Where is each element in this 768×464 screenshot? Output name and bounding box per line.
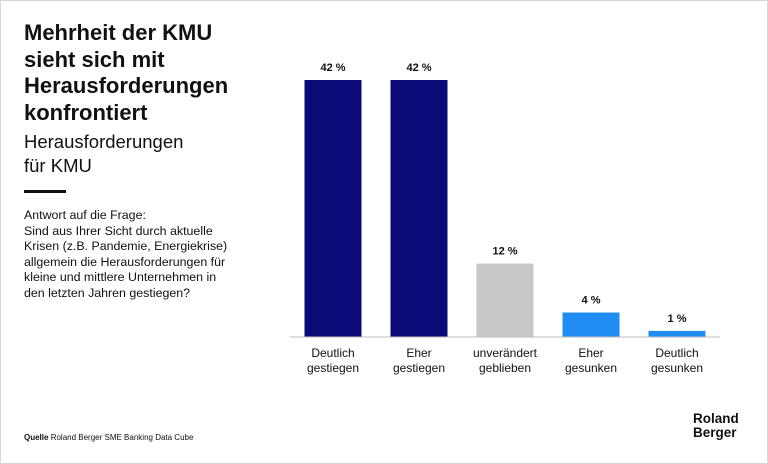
category-label-4: gesunken xyxy=(565,361,617,375)
value-label-3: 12 % xyxy=(492,246,517,258)
divider-rule xyxy=(24,190,66,193)
subtitle-line: für KMU xyxy=(24,155,92,176)
value-label-2: 42 % xyxy=(406,62,431,74)
source-label: Quelle xyxy=(24,433,49,442)
logo-line: Berger xyxy=(693,425,737,440)
bar-2 xyxy=(390,80,448,337)
question-line: Sind aus Ihrer Sicht durch aktuelle xyxy=(24,223,213,238)
value-label-4: 4 % xyxy=(582,295,601,307)
bar-1 xyxy=(304,80,362,337)
category-label-3: geblieben xyxy=(479,361,531,375)
source-note: Quelle Roland Berger SME Banking Data Cu… xyxy=(24,433,193,442)
title-line: sieht sich mit xyxy=(24,46,165,72)
question-line: allgemein die Herausforderungen für xyxy=(24,254,226,269)
logo-line: Roland xyxy=(693,411,739,426)
category-label-2: Eher xyxy=(406,346,431,360)
question-line: den letzten Jahren gestiegen? xyxy=(24,285,191,300)
bar-4 xyxy=(562,312,620,337)
category-label-1: Deutlich xyxy=(311,346,354,360)
category-label-3: unverändert xyxy=(473,346,538,360)
value-label-5: 1 % xyxy=(668,313,687,325)
question-line: kleine und mittlere Unternehmen in xyxy=(24,270,217,284)
source-text: Roland Berger SME Banking Data Cube xyxy=(50,433,194,442)
question-line: Antwort auf die Frage: xyxy=(24,208,146,222)
survey-question: Antwort auf die Frage: Sind aus Ihrer Si… xyxy=(24,208,279,301)
value-label-1: 42 % xyxy=(320,62,345,74)
category-label-4: Eher xyxy=(578,346,603,360)
bar-3 xyxy=(476,263,534,337)
title-line: Mehrheit der KMU xyxy=(24,20,213,45)
title-line: konfrontiert xyxy=(24,99,148,125)
category-label-2: gestiegen xyxy=(393,361,445,375)
title-line: Herausforderungen xyxy=(24,73,229,98)
category-label-5: gesunken xyxy=(651,361,703,375)
bar-5 xyxy=(648,330,706,337)
roland-berger-logo: Roland Berger xyxy=(693,412,739,440)
category-label-1: gestiegen xyxy=(307,361,359,375)
chart-title: Mehrheit der KMU sieht sich mit Herausfo… xyxy=(24,20,284,126)
chart-subtitle: Herausforderungen für KMU xyxy=(24,130,244,178)
category-label-5: Deutlich xyxy=(655,346,698,360)
subtitle-line: Herausforderungen xyxy=(24,131,184,152)
question-line: Krisen (z.B. Pandemie, Energiekrise) xyxy=(24,239,228,253)
